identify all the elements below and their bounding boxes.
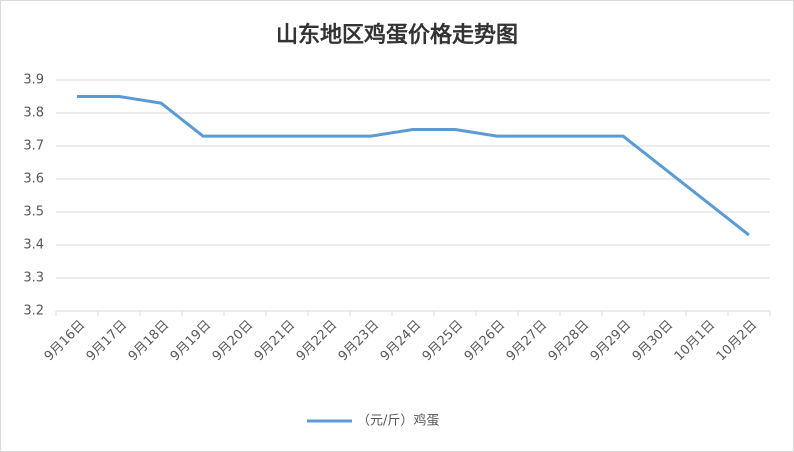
- y-tick-label: 3.5: [23, 205, 44, 220]
- y-tick-label: 3.8: [23, 106, 44, 121]
- y-tick-label: 3.6: [23, 172, 44, 187]
- y-tick-label: 3.9: [23, 73, 44, 88]
- legend-label: （元/斤）鸡蛋: [357, 413, 439, 429]
- y-tick-label: 3.7: [23, 139, 44, 154]
- y-tick-label: 3.3: [23, 271, 44, 286]
- chart-title: 山东地区鸡蛋价格走势图: [276, 22, 518, 48]
- y-tick-label: 3.4: [23, 238, 44, 253]
- series-line: [77, 95, 750, 237]
- y-tick-label: 3.2: [23, 304, 44, 319]
